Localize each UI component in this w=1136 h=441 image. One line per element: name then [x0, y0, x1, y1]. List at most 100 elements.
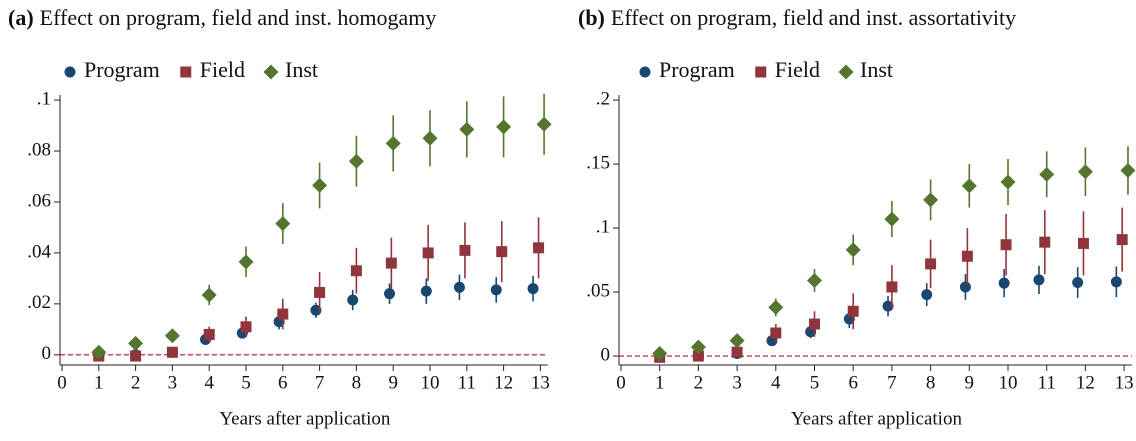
x-tick-label: 6 — [278, 372, 288, 393]
point — [422, 247, 434, 259]
x-tick-label: 3 — [168, 372, 178, 393]
point — [807, 273, 822, 289]
y-tick-label: .08 — [27, 139, 51, 160]
x-tick-label: 8 — [352, 372, 362, 393]
point — [314, 286, 326, 298]
x-tick-label: 4 — [771, 372, 781, 393]
point — [277, 308, 289, 320]
x-tick-label: 0 — [616, 372, 626, 393]
x-tick-label: 2 — [694, 372, 704, 393]
point — [729, 333, 745, 349]
legend-label: Inst — [860, 57, 893, 82]
point — [527, 283, 539, 295]
point — [385, 257, 397, 269]
point — [884, 211, 900, 227]
y-tick-label: .15 — [586, 152, 610, 173]
point — [130, 350, 142, 362]
x-tick-label: 1 — [655, 372, 665, 393]
point — [1000, 174, 1016, 190]
x-tick-label: 13 — [531, 372, 550, 393]
point — [201, 287, 217, 303]
point — [420, 285, 432, 297]
title-text: Effect on program, field and inst. assor… — [611, 5, 1016, 30]
x-tick-label: 7 — [315, 372, 325, 393]
y-tick-label: .1 — [37, 88, 51, 109]
x-axis-label: Years after application — [791, 408, 963, 429]
x-tick-label: 13 — [1115, 372, 1134, 393]
y-tick-label: .02 — [27, 292, 51, 313]
panel: (b) Effect on program, field and inst. as… — [578, 5, 1136, 429]
point — [310, 304, 322, 316]
y-tick-label: .05 — [586, 280, 610, 301]
x-tick-label: 6 — [848, 372, 858, 393]
legend-label: Program — [659, 57, 735, 82]
x-tick-label: 5 — [810, 372, 820, 393]
point — [164, 328, 180, 344]
x-tick-label: 11 — [458, 372, 476, 393]
x-tick-label: 0 — [57, 372, 67, 393]
legend-marker — [838, 64, 854, 80]
panel-label: (a) — [8, 5, 34, 30]
point — [1039, 166, 1055, 182]
legend-marker — [755, 66, 767, 78]
point — [959, 281, 971, 293]
point — [1077, 237, 1089, 249]
x-tick-label: 10 — [421, 372, 440, 393]
x-tick-label: 3 — [732, 372, 742, 393]
point — [384, 288, 396, 300]
x-tick-label: 7 — [887, 372, 897, 393]
legend-label: Field — [775, 57, 820, 82]
point — [692, 350, 704, 362]
point — [453, 281, 465, 293]
point — [128, 335, 144, 351]
point — [1116, 234, 1128, 246]
title-text: Effect on program, field and inst. homog… — [40, 5, 437, 30]
legend-marker — [263, 64, 279, 80]
point — [533, 242, 545, 254]
point — [845, 242, 861, 258]
point — [768, 299, 784, 315]
point — [536, 116, 552, 132]
point — [385, 135, 401, 151]
x-tick-label: 4 — [204, 372, 214, 393]
point — [238, 254, 254, 270]
point — [961, 178, 977, 194]
point — [847, 305, 859, 317]
point — [347, 294, 359, 306]
point — [203, 328, 215, 340]
point — [166, 346, 178, 358]
point — [348, 153, 364, 169]
point — [496, 119, 512, 135]
point — [1000, 239, 1012, 251]
point — [496, 246, 508, 258]
y-tick-label: .06 — [27, 190, 51, 211]
x-tick-label: 12 — [1076, 372, 1095, 393]
point — [652, 345, 668, 361]
point — [1120, 162, 1136, 178]
point — [275, 216, 291, 232]
y-tick-label: .2 — [596, 88, 610, 109]
x-tick-label: 12 — [494, 372, 513, 393]
panel-label: (b) — [578, 5, 605, 30]
x-tick-label: 10 — [999, 372, 1018, 393]
point — [1039, 236, 1051, 248]
point — [731, 346, 743, 358]
x-tick-label: 1 — [94, 372, 104, 393]
x-tick-label: 11 — [1038, 372, 1056, 393]
point — [690, 339, 706, 355]
point — [312, 177, 328, 193]
x-tick-label: 9 — [388, 372, 398, 393]
point — [886, 281, 898, 293]
point — [1110, 276, 1122, 288]
x-tick-label: 8 — [926, 372, 936, 393]
legend-marker — [180, 66, 192, 78]
point — [809, 318, 820, 330]
y-tick-label: 0 — [42, 343, 52, 364]
y-tick-label: .1 — [596, 216, 610, 237]
point — [240, 321, 252, 333]
point — [961, 250, 973, 262]
point — [422, 130, 438, 146]
chart-title: (a) Effect on program, field and inst. ho… — [8, 5, 436, 30]
point — [925, 258, 937, 270]
